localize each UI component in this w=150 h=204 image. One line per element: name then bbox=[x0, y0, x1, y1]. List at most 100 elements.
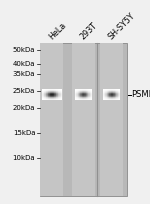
Text: 10kDa: 10kDa bbox=[13, 155, 35, 161]
Bar bbox=[61, 95, 62, 96]
Bar bbox=[105, 94, 106, 95]
Bar bbox=[105, 91, 106, 92]
Bar bbox=[79, 94, 80, 95]
Bar bbox=[114, 96, 115, 97]
Bar bbox=[53, 94, 54, 95]
Bar bbox=[108, 95, 109, 96]
Bar bbox=[55, 94, 56, 95]
Bar bbox=[90, 99, 91, 100]
Bar bbox=[81, 94, 82, 95]
Bar bbox=[50, 90, 51, 91]
Bar bbox=[58, 92, 59, 93]
Bar bbox=[113, 99, 114, 100]
Bar bbox=[56, 95, 57, 96]
Bar bbox=[87, 90, 88, 91]
Bar bbox=[88, 89, 89, 90]
Bar bbox=[76, 98, 77, 99]
Bar bbox=[107, 90, 108, 91]
Bar bbox=[46, 95, 47, 96]
Bar bbox=[117, 97, 118, 98]
Bar bbox=[79, 91, 80, 92]
Bar bbox=[85, 93, 86, 94]
Bar bbox=[118, 91, 119, 92]
Bar bbox=[89, 97, 90, 98]
Bar bbox=[50, 95, 51, 96]
Bar bbox=[78, 90, 79, 91]
Bar bbox=[42, 94, 43, 95]
Bar bbox=[49, 99, 50, 100]
Bar bbox=[50, 89, 51, 90]
Bar bbox=[53, 93, 54, 94]
Bar bbox=[55, 99, 56, 100]
Bar bbox=[52, 95, 53, 96]
Bar bbox=[89, 99, 90, 100]
Bar bbox=[45, 90, 46, 91]
Bar bbox=[88, 90, 89, 91]
Bar bbox=[85, 99, 86, 100]
Bar bbox=[76, 91, 77, 92]
Bar bbox=[116, 99, 117, 100]
Bar bbox=[52, 97, 53, 98]
Bar bbox=[119, 89, 120, 90]
Bar bbox=[47, 95, 48, 96]
Bar bbox=[53, 97, 54, 98]
Bar bbox=[80, 89, 81, 90]
Bar bbox=[104, 96, 105, 97]
Bar bbox=[111, 89, 112, 90]
Bar bbox=[118, 93, 119, 94]
Bar bbox=[48, 92, 49, 93]
Bar bbox=[78, 98, 79, 99]
Bar bbox=[54, 89, 55, 90]
Bar bbox=[79, 93, 80, 94]
Bar bbox=[90, 91, 91, 92]
Bar bbox=[76, 96, 77, 97]
Bar bbox=[80, 96, 81, 97]
Bar bbox=[88, 98, 89, 99]
Bar bbox=[115, 89, 116, 90]
Bar bbox=[53, 92, 54, 93]
Bar bbox=[117, 96, 118, 97]
Bar bbox=[80, 98, 81, 99]
Bar bbox=[77, 96, 78, 97]
Bar bbox=[81, 92, 82, 93]
Bar bbox=[51, 94, 52, 95]
Bar bbox=[51, 90, 52, 91]
Bar bbox=[117, 90, 118, 91]
Bar bbox=[119, 97, 120, 98]
Bar bbox=[43, 95, 44, 96]
Bar bbox=[111, 93, 112, 94]
Bar bbox=[88, 99, 89, 100]
Bar bbox=[103, 94, 104, 95]
Bar bbox=[106, 91, 107, 92]
Bar bbox=[82, 91, 83, 92]
Bar bbox=[91, 91, 92, 92]
Text: 293T: 293T bbox=[78, 21, 99, 42]
Bar bbox=[91, 96, 92, 97]
Bar bbox=[58, 96, 59, 97]
Bar bbox=[115, 92, 116, 93]
Bar bbox=[85, 94, 86, 95]
Bar bbox=[52, 93, 53, 94]
Bar bbox=[91, 97, 92, 98]
Bar bbox=[76, 94, 77, 95]
Bar bbox=[46, 96, 47, 97]
Bar bbox=[103, 92, 104, 93]
Bar bbox=[113, 97, 114, 98]
Bar bbox=[113, 98, 114, 99]
Bar bbox=[49, 94, 50, 95]
Bar bbox=[50, 94, 51, 95]
Bar bbox=[105, 97, 106, 98]
Bar bbox=[45, 95, 46, 96]
Bar bbox=[58, 97, 59, 98]
Bar bbox=[54, 98, 55, 99]
Bar bbox=[90, 94, 91, 95]
Bar bbox=[78, 89, 79, 90]
Bar bbox=[48, 89, 49, 90]
Bar bbox=[103, 98, 104, 99]
Bar bbox=[118, 96, 119, 97]
Bar bbox=[83, 91, 84, 92]
Bar bbox=[49, 91, 50, 92]
Bar bbox=[87, 99, 88, 100]
Bar bbox=[90, 90, 91, 91]
Bar bbox=[112, 93, 113, 94]
